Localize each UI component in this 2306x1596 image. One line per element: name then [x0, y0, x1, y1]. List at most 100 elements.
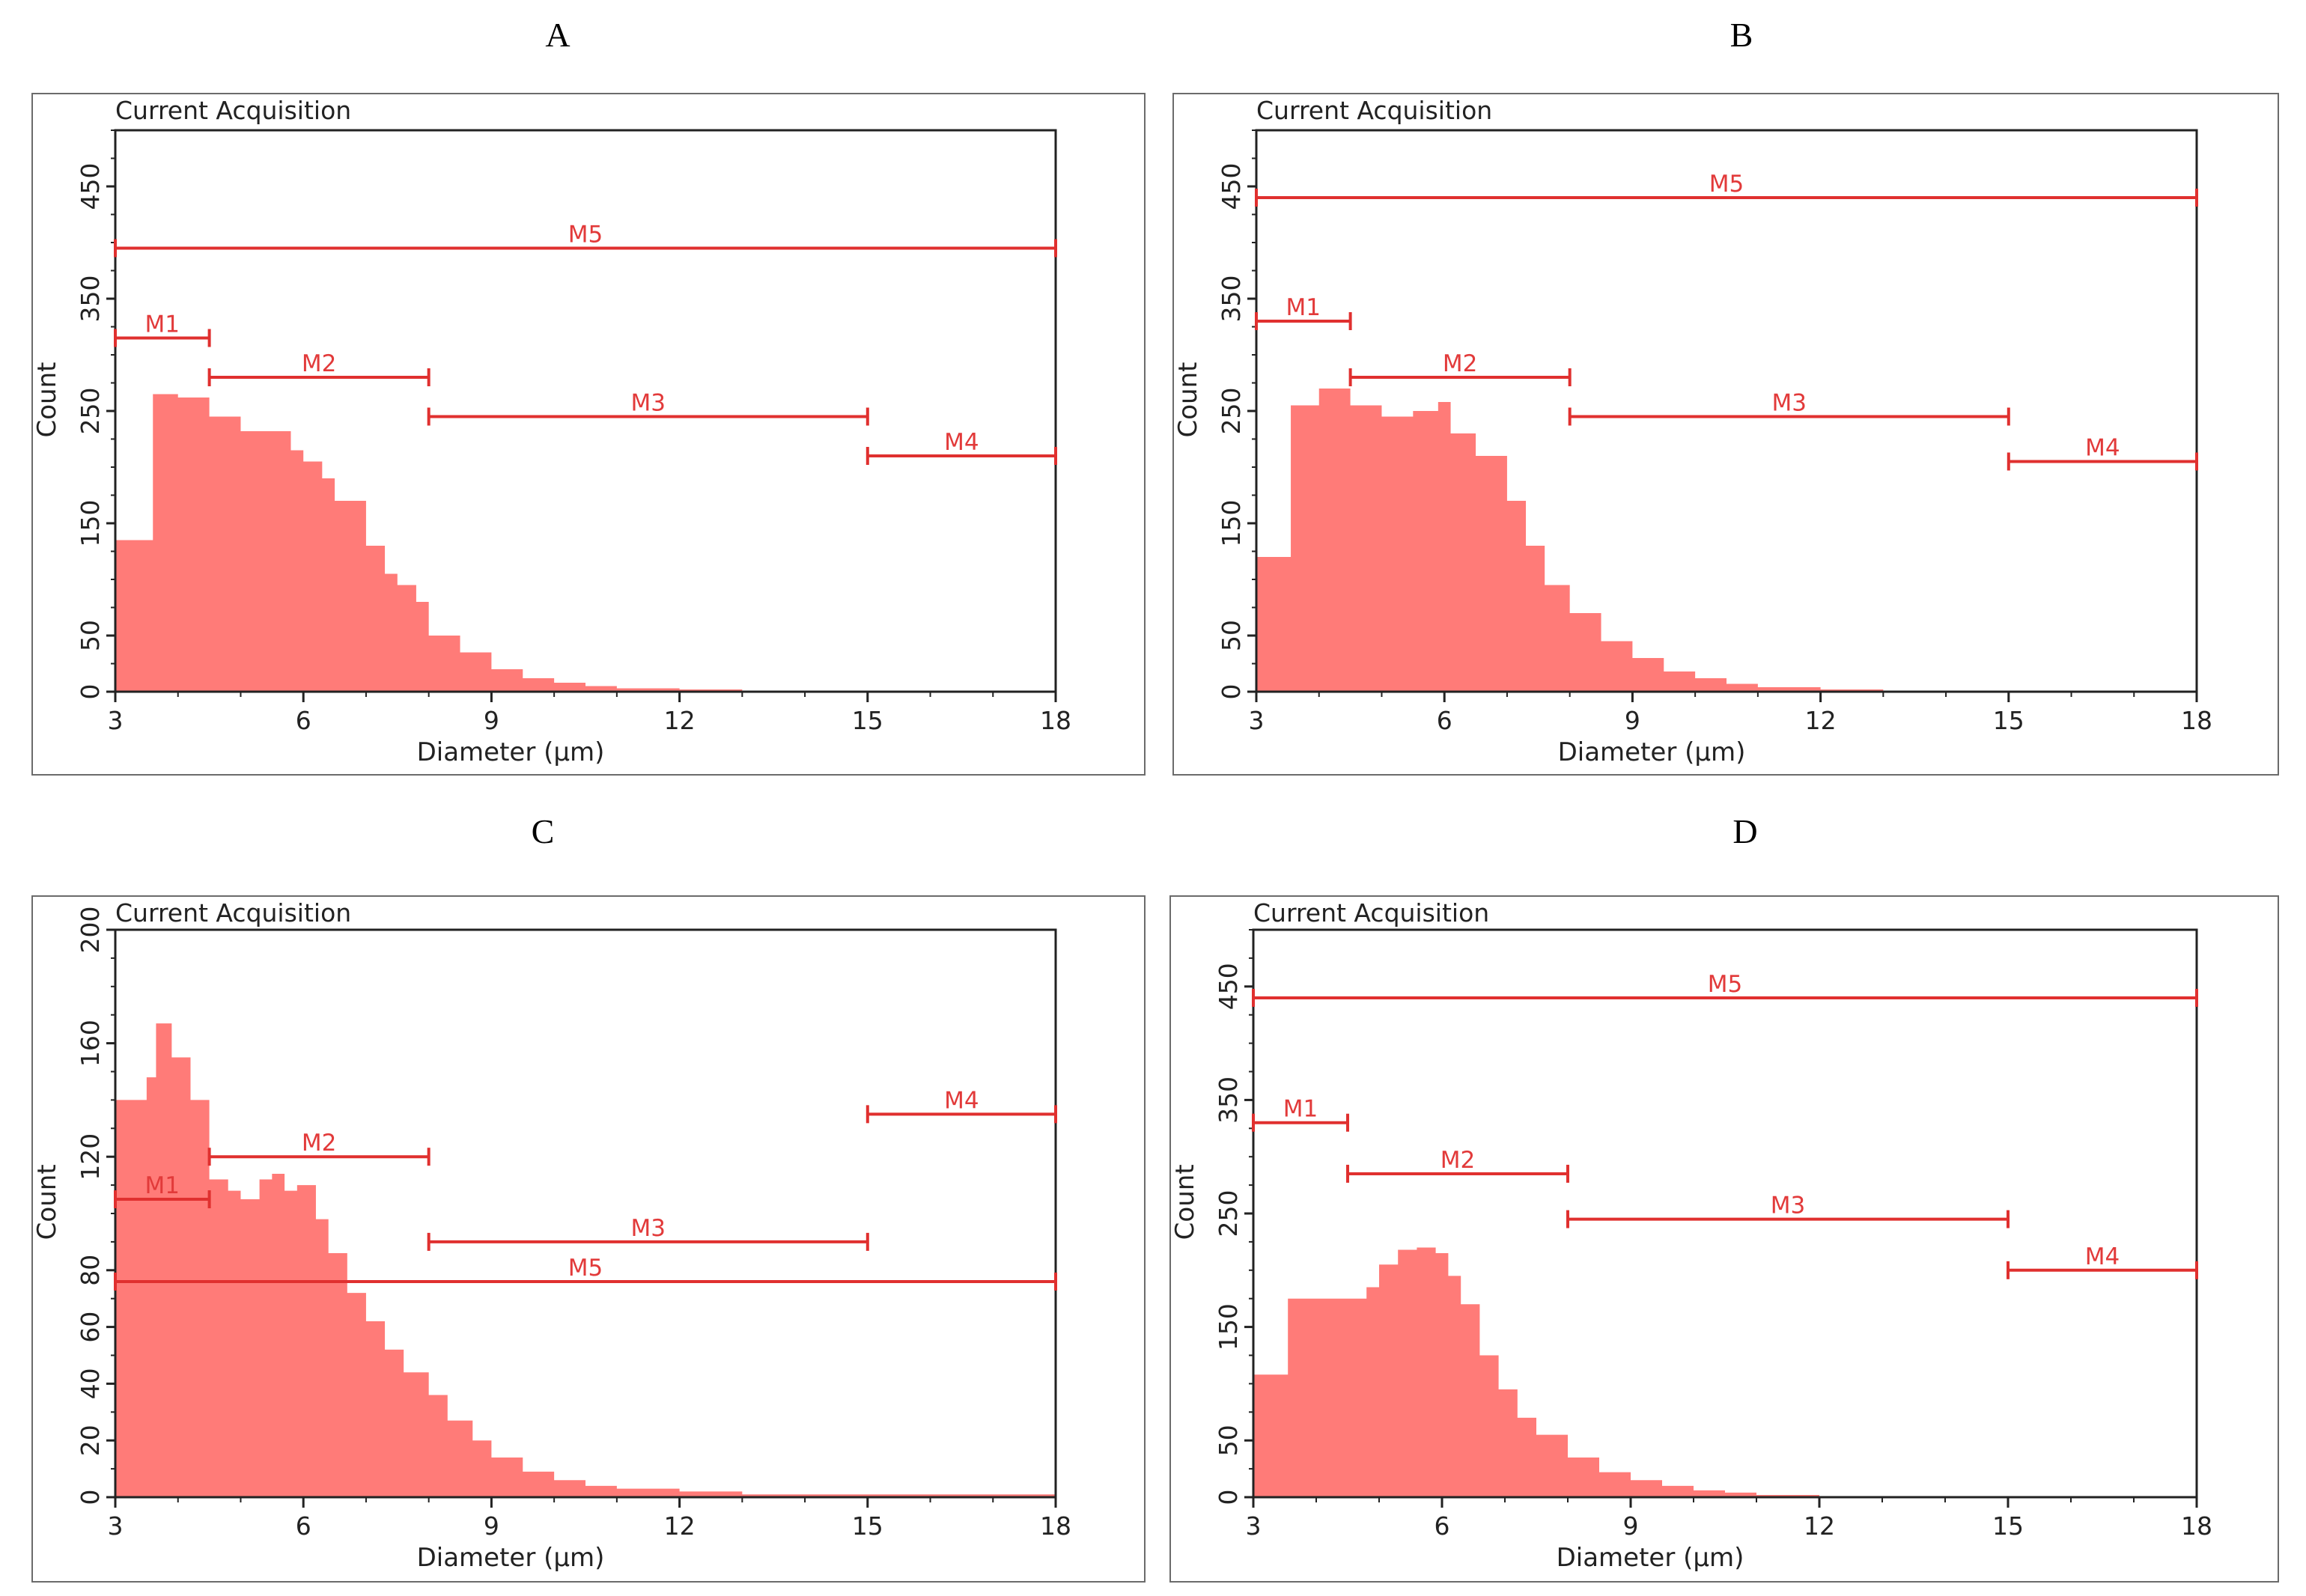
y-tick-label: 120 [76, 1133, 105, 1181]
histogram-panel-a: 3 6 9 12 15 18 0 50 150 250 350 450 Diameter (µm) Cou… [32, 129, 1071, 767]
marker-label: M4 [2085, 1243, 2120, 1270]
marker-label: M3 [1771, 1193, 1805, 1219]
x-tick-label: 15 [1993, 706, 2024, 735]
x-tick-label: 6 [296, 706, 311, 735]
y-tick-label: 20 [76, 1425, 105, 1456]
x-tick-label: 12 [664, 706, 696, 735]
marker-m4[interactable]: M4 [2007, 1243, 2198, 1279]
x-tick-label: 18 [1040, 706, 1071, 735]
marker-m4[interactable]: M4 [2007, 435, 2198, 471]
marker-label: M3 [1771, 390, 1806, 417]
marker-m5[interactable]: M5 [114, 222, 1057, 258]
x-tick-label: 12 [1804, 1511, 1835, 1541]
panel-letter-b: B [1730, 16, 1753, 54]
histogram-area [115, 1023, 1056, 1497]
marker-label: M3 [630, 390, 665, 417]
marker-m2[interactable]: M2 [1348, 350, 1572, 386]
marker-m4[interactable]: M4 [865, 429, 1057, 465]
marker-m5[interactable]: M5 [1255, 171, 2198, 207]
marker-label: M2 [1443, 350, 1477, 377]
x-tick-label: 18 [2181, 1511, 2212, 1541]
histogram-panel-d: 3 6 9 12 15 18 0 50 150 250 350 450 Diameter (µm) Cou… [1170, 928, 2212, 1573]
x-tick-label: 18 [2181, 706, 2212, 735]
marker-label: M2 [302, 350, 336, 377]
marker-label: M1 [1283, 1096, 1318, 1123]
y-tick-label: 150 [76, 500, 105, 547]
histogram-area [115, 394, 1056, 692]
panel-c-title: Current Acquisition [115, 898, 352, 928]
marker-m2[interactable]: M2 [207, 1130, 431, 1166]
y-tick-label: 350 [1214, 1076, 1243, 1124]
y-tick-label: 250 [76, 388, 105, 435]
marker-m5[interactable]: M5 [1252, 971, 2198, 1007]
panel-letter-d: D [1732, 812, 1758, 850]
y-tick-label: 50 [1214, 1425, 1243, 1456]
y-tick-label: 250 [1214, 1190, 1243, 1237]
marker-label: M5 [1708, 971, 1742, 998]
marker-label: M5 [568, 222, 603, 249]
x-tick-label: 9 [1625, 706, 1640, 735]
y-tick-label: 350 [76, 275, 105, 323]
marker-m2[interactable]: M2 [207, 350, 431, 386]
x-axis-title: Diameter (µm) [1557, 1543, 1744, 1573]
marker-label: M1 [145, 311, 180, 338]
x-tick-label: 9 [484, 706, 499, 735]
marker-m1[interactable]: M1 [1255, 294, 1352, 330]
histogram-panel-b: 3 6 9 12 15 18 0 50 150 250 350 450 Diameter (µm) Cou… [1173, 129, 2212, 767]
x-axis-title: Diameter (µm) [417, 737, 605, 767]
x-tick-label: 3 [108, 1511, 124, 1541]
marker-m3[interactable]: M3 [427, 390, 869, 426]
x-tick-label: 3 [1246, 1511, 1262, 1541]
y-tick-label: 450 [1217, 163, 1246, 210]
marker-m2[interactable]: M2 [1346, 1147, 1569, 1183]
marker-m4[interactable]: M4 [865, 1087, 1057, 1124]
x-tick-label: 12 [1805, 706, 1837, 735]
x-axis-title: Diameter (µm) [1558, 737, 1746, 767]
y-tick-label: 40 [76, 1368, 105, 1399]
y-tick-label: 200 [76, 907, 105, 954]
marker-m1[interactable]: M1 [114, 1172, 211, 1209]
panel-letter-a: A [545, 16, 571, 54]
marker-label: M5 [1709, 171, 1744, 198]
y-tick-label: 50 [1217, 620, 1246, 651]
x-tick-label: 15 [1992, 1511, 2024, 1541]
marker-label: M4 [944, 1087, 979, 1114]
x-tick-label: 12 [664, 1511, 696, 1541]
panel-letter-c: C [531, 812, 555, 850]
x-tick-label: 6 [1437, 706, 1452, 735]
histogram-area [1253, 1247, 2197, 1497]
panel-a-title: Current Acquisition [115, 96, 352, 125]
y-tick-label: 50 [76, 620, 105, 651]
marker-label: M2 [1441, 1147, 1475, 1174]
x-tick-label: 3 [1249, 706, 1265, 735]
x-tick-label: 15 [852, 1511, 883, 1541]
y-tick-label: 150 [1217, 500, 1246, 547]
y-tick-label: 0 [76, 1490, 105, 1505]
histogram-area [1256, 389, 2197, 692]
marker-m1[interactable]: M1 [1252, 1096, 1349, 1132]
marker-m1[interactable]: M1 [114, 311, 211, 347]
marker-m3[interactable]: M3 [1568, 390, 2010, 426]
histogram-panel-c: 3 6 9 12 15 18 0 20 40 60 80 120 160 200 Diameter (µm)… [32, 907, 1071, 1574]
y-tick-label: 350 [1217, 275, 1246, 323]
x-tick-label: 18 [1040, 1511, 1071, 1541]
x-tick-label: 6 [296, 1511, 311, 1541]
marker-m3[interactable]: M3 [1566, 1193, 2010, 1228]
marker-label: M1 [145, 1172, 180, 1199]
y-tick-label: 150 [1214, 1303, 1243, 1350]
y-tick-label: 450 [76, 163, 105, 210]
marker-m3[interactable]: M3 [427, 1215, 869, 1251]
y-tick-label: 160 [76, 1020, 105, 1067]
y-axis-title: Count [32, 1164, 62, 1240]
marker-label: M1 [1286, 294, 1321, 321]
y-axis-title: Count [1170, 1164, 1200, 1240]
marker-label: M4 [944, 429, 979, 456]
x-axis-title: Diameter (µm) [417, 1543, 605, 1573]
y-tick-label: 250 [1217, 388, 1246, 435]
x-tick-label: 9 [1623, 1511, 1639, 1541]
panel-b-title: Current Acquisition [1256, 96, 1493, 125]
x-tick-label: 6 [1435, 1511, 1450, 1541]
marker-label: M2 [302, 1130, 336, 1157]
x-tick-label: 15 [852, 706, 883, 735]
marker-m5[interactable]: M5 [114, 1255, 1057, 1291]
